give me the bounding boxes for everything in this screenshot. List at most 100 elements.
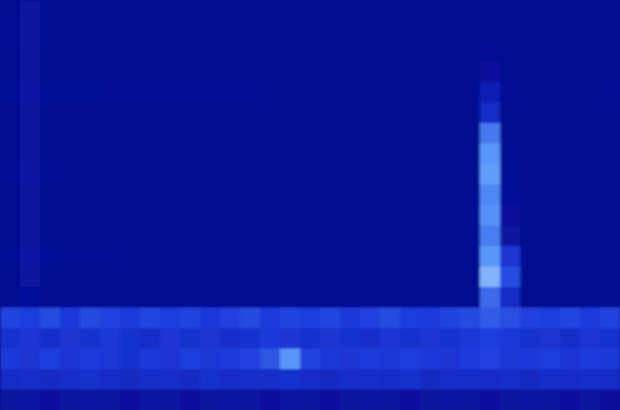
cell: [220, 369, 241, 390]
cell: [540, 390, 561, 410]
cell: [0, 226, 21, 247]
cell: [600, 328, 620, 349]
cell: [280, 369, 301, 390]
cell: [160, 103, 181, 124]
cell: [260, 308, 281, 329]
cell: [20, 144, 41, 165]
cell: [520, 267, 541, 288]
cell: [260, 369, 281, 390]
cell: [280, 123, 301, 144]
cell: [80, 349, 101, 370]
cell: [360, 0, 381, 21]
cell: [540, 287, 561, 308]
cell: [240, 287, 261, 308]
cell: [580, 82, 601, 103]
cell: [180, 205, 201, 226]
cell: [120, 41, 141, 62]
cell: [420, 41, 441, 62]
cell: [380, 308, 401, 329]
cell: [580, 226, 601, 247]
cell: [220, 103, 241, 124]
cell: [400, 185, 421, 206]
cell: [60, 164, 81, 185]
cell: [280, 21, 301, 42]
background: [0, 0, 620, 410]
cell: [560, 349, 581, 370]
cell: [40, 164, 61, 185]
cell: [260, 41, 281, 62]
cell: [160, 308, 181, 329]
cell: [580, 369, 601, 390]
cell: [500, 103, 521, 124]
cell: [500, 246, 521, 267]
cell: [520, 390, 541, 410]
cell: [240, 123, 261, 144]
cell: [180, 369, 201, 390]
cell: [180, 390, 201, 410]
cell: [400, 164, 421, 185]
cell: [540, 267, 561, 288]
cell: [400, 246, 421, 267]
cell: [40, 62, 61, 83]
cell: [500, 21, 521, 42]
cell: [520, 103, 541, 124]
cell: [80, 41, 101, 62]
cell: [460, 287, 481, 308]
cell: [320, 328, 341, 349]
cell: [600, 205, 620, 226]
cell: [120, 21, 141, 42]
cell: [240, 226, 261, 247]
cell: [180, 21, 201, 42]
cell: [340, 0, 361, 21]
cell: [340, 123, 361, 144]
cell: [480, 185, 501, 206]
cell: [480, 246, 501, 267]
cell: [340, 267, 361, 288]
cell: [320, 103, 341, 124]
cell: [180, 226, 201, 247]
cell: [300, 369, 321, 390]
cell: [300, 267, 321, 288]
cell: [260, 103, 281, 124]
cell: [600, 164, 620, 185]
cell: [400, 62, 421, 83]
cell: [380, 82, 401, 103]
cell: [60, 349, 81, 370]
cell: [380, 144, 401, 165]
cell: [520, 41, 541, 62]
cell: [360, 369, 381, 390]
cell: [500, 226, 521, 247]
cell: [140, 390, 161, 410]
cell: [100, 41, 121, 62]
cell: [200, 205, 221, 226]
cell: [140, 349, 161, 370]
cell: [400, 144, 421, 165]
cell: [480, 287, 501, 308]
cell: [460, 164, 481, 185]
cell: [580, 287, 601, 308]
cell: [180, 41, 201, 62]
cell: [280, 41, 301, 62]
cell: [180, 82, 201, 103]
cell: [100, 144, 121, 165]
cell: [160, 62, 181, 83]
cell: [0, 185, 21, 206]
cell: [440, 308, 461, 329]
cell: [520, 164, 541, 185]
cell: [420, 328, 441, 349]
cell: [20, 246, 41, 267]
cell: [360, 21, 381, 42]
cell: [420, 82, 441, 103]
cell: [160, 349, 181, 370]
cell: [400, 226, 421, 247]
cell: [460, 144, 481, 165]
cell: [480, 103, 501, 124]
cell: [360, 349, 381, 370]
cell: [580, 41, 601, 62]
cell: [140, 82, 161, 103]
cell: [320, 267, 341, 288]
cell: [540, 62, 561, 83]
cell: [140, 0, 161, 21]
cell: [460, 0, 481, 21]
cell: [180, 287, 201, 308]
